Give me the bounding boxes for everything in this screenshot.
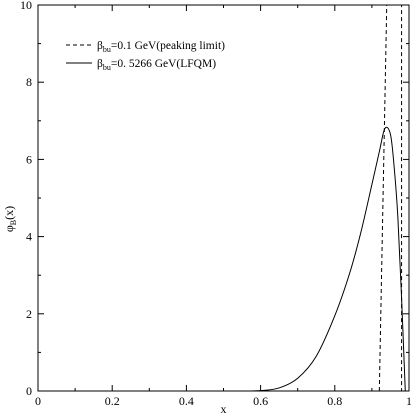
y-tick-label: 0 [26, 384, 32, 398]
legend-label-2-sub: bu [103, 63, 111, 72]
x-tick-label: 0 [35, 394, 41, 408]
y-tick-label: 10 [20, 0, 32, 12]
x-axis-label: x [221, 402, 227, 415]
y-tick-label: 8 [26, 75, 32, 89]
legend-label-2-base: β [97, 58, 103, 70]
legend: βbu=0.1 GeV(peaking limit) βbu=0. 5266 G… [66, 40, 225, 72]
y-axis-label-base: φ [2, 225, 16, 232]
x-tick-label: 0.2 [105, 394, 120, 408]
y-axis-label: φB(x) [2, 206, 18, 232]
y-tick-label: 4 [26, 230, 32, 244]
series-line-solid [242, 126, 406, 392]
plot-frame [37, 4, 410, 392]
legend-label-1-sub: bu [103, 45, 111, 54]
y-tick-label: 6 [26, 152, 32, 166]
svg-text:φB(x): φB(x) [2, 206, 18, 232]
y-tick-label: 2 [26, 307, 32, 321]
legend-label-1: βbu=0.1 GeV(peaking limit) [97, 40, 225, 54]
series-line-dashed [378, 4, 403, 392]
x-tick-label: 0.4 [179, 394, 194, 408]
x-tick-label: 1 [406, 394, 412, 408]
x-tick-label: 0.8 [327, 394, 342, 408]
legend-label-1-rest: =0.1 GeV(peaking limit) [111, 40, 225, 52]
legend-label-2-rest: =0. 5266 GeV(LFQM) [111, 58, 216, 70]
y-axis-label-sub: B [9, 220, 18, 225]
x-tick-label: 0.6 [253, 394, 268, 408]
legend-label-1-base: β [97, 40, 103, 52]
y-axis-label-suffix: (x) [2, 206, 16, 220]
legend-label-2: βbu=0. 5266 GeV(LFQM) [97, 58, 216, 72]
series-layer [242, 4, 406, 392]
